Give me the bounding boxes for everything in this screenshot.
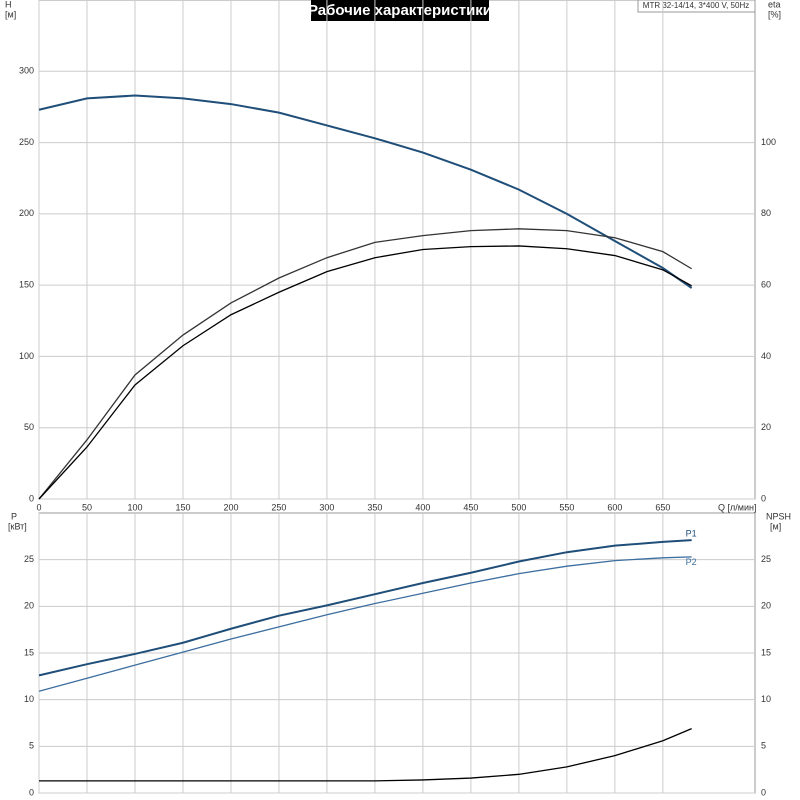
y2-tick-label: 10 [761, 694, 771, 704]
y2-tick-label: 40 [761, 351, 771, 361]
y-tick-label: 250 [19, 137, 34, 147]
y-tick-label: 0 [29, 787, 34, 797]
series-line [38, 228, 692, 500]
y-tick-label: 300 [19, 66, 34, 76]
y2-tick-label: 5 [761, 741, 766, 751]
annotation: MTR 32-14/14, 3*400 V, 50Hz [643, 1, 749, 10]
y2-tick-label: 80 [761, 208, 771, 218]
y2-tick-label: 0 [761, 493, 766, 503]
chart-title: Рабочие характеристики [308, 2, 492, 19]
y-tick-label: 0 [29, 493, 34, 503]
y2-axis-label: eta [768, 0, 781, 9]
annotation-box [637, 0, 756, 13]
x-tick-label: 0 [36, 502, 41, 512]
title-box [311, 0, 489, 21]
y2-axis-label: NPSH [766, 511, 791, 521]
y-tick-label: 10 [24, 694, 34, 704]
y2-tick-label: 25 [761, 554, 771, 564]
y-axis-unit: [кВт] [8, 521, 27, 531]
series-line [38, 94, 693, 289]
y-tick-label: 25 [24, 554, 34, 564]
y-tick-label: 5 [29, 741, 34, 751]
series-line [38, 556, 692, 692]
y2-tick-label: 20 [761, 422, 771, 432]
series-label: P1 [686, 528, 697, 538]
y2-tick-label: 60 [761, 280, 771, 290]
y2-tick-label: 100 [761, 137, 776, 147]
y2-tick-label: 0 [761, 787, 766, 797]
y-tick-label: 20 [24, 601, 34, 611]
x-tick-label: 400 [415, 502, 430, 512]
y2-axis-unit: [%] [768, 9, 781, 19]
x-tick-label: 350 [367, 502, 382, 512]
x-tick-label: 600 [607, 502, 622, 512]
y-tick-label: 150 [19, 280, 34, 290]
x-tick-label: 150 [175, 502, 190, 512]
x-tick-label: 250 [271, 502, 286, 512]
y-axis-unit: [м] [5, 9, 16, 19]
y-tick-label: 100 [19, 351, 34, 361]
x-tick-label: 100 [127, 502, 142, 512]
y-axis-label: H [5, 0, 12, 9]
y-axis-label: P [11, 511, 17, 521]
series-line [38, 245, 692, 500]
y2-tick-label: 15 [761, 647, 771, 657]
x-tick-label: 500 [511, 502, 526, 512]
y-tick-label: 200 [19, 208, 34, 218]
x-tick-label: 450 [463, 502, 478, 512]
y2-axis-unit: [м] [770, 521, 781, 531]
x-axis-label: Q [л/мин] [718, 502, 756, 512]
x-tick-label: 200 [223, 502, 238, 512]
y-tick-label: 15 [24, 647, 34, 657]
x-tick-label: 650 [655, 502, 670, 512]
y2-tick-label: 20 [761, 601, 771, 611]
x-tick-label: 300 [319, 502, 334, 512]
x-tick-label: 50 [82, 502, 92, 512]
series-label: P2 [686, 557, 697, 567]
x-tick-label: 550 [559, 502, 574, 512]
plot-frame [38, 0, 756, 500]
series-line [39, 728, 692, 782]
y-tick-label: 50 [24, 422, 34, 432]
series-line [38, 539, 692, 677]
